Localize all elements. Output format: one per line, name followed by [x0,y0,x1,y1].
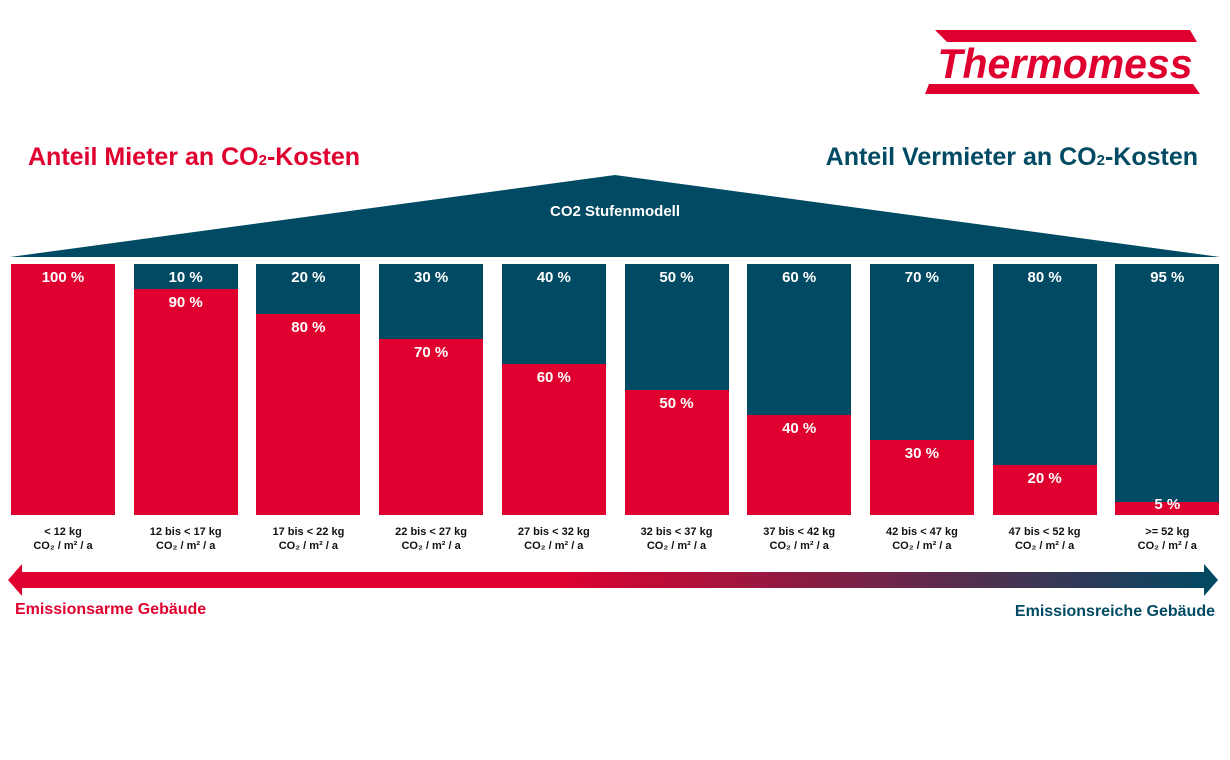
category-range: 22 bis < 27 kg [395,526,468,538]
category-label: 37 bis < 42 kg CO₂ / m² / a [734,525,864,553]
tenant-value-label: 90 % [168,294,203,312]
tenant-value-label: 30 % [904,444,939,462]
tenant-value-label: 100 % [41,269,85,286]
landlord-value-label: 20 % [291,269,326,286]
category-range: 17 bis < 22 kg [272,526,345,538]
tenant-value-label: 50 % [659,394,694,412]
tenant-share-heading: Anteil Mieter an CO2-Kosten [28,143,360,171]
category-label: 17 bis < 22 kg CO₂ / m² / a [243,525,373,553]
landlord-value-label: 80 % [1027,269,1062,286]
tenant-value-label: 5 % [1154,496,1181,514]
category-unit: CO₂ / m² / a [646,540,707,552]
category-unit: CO₂ / m² / a [892,540,952,552]
bar-1: 10 % 90 % [133,264,238,515]
bar-8: 80 % 20 % [992,264,1097,515]
category-range: 37 bis < 42 kg [763,526,836,538]
bar-3: 30 % 70 % [379,264,484,515]
landlord-value-label: 30 % [413,269,449,286]
tenant-segment [256,314,361,515]
landlord-value-label: 95 % [1150,269,1185,286]
thermomess-logo: Thermomess [925,30,1200,94]
landlord-share-heading: Anteil Vermieter an CO2-Kosten [825,143,1198,171]
category-label: 42 bis < 47 kg CO₂ / m² / a [857,525,987,553]
category-unit: CO₂ / m² / a [278,540,339,552]
tenant-value-label: 60 % [536,369,571,387]
category-range: 12 bis < 17 kg [149,526,222,538]
category-unit: CO₂ / m² / a [1014,540,1075,552]
category-unit: CO₂ / m² / a [401,540,461,552]
landlord-value-label: 70 % [904,269,939,286]
bar-0: 100 % [11,264,115,515]
category-label: 22 bis < 27 kg CO₂ / m² / a [366,525,496,553]
bar-6: 60 % 40 % [747,264,852,515]
tenant-segment [379,339,484,515]
category-range: 47 bis < 52 kg [1008,526,1081,538]
category-unit: CO₂ / m² / a [524,540,584,552]
category-unit: CO₂ / m² / a [1137,540,1197,552]
svg-text:Thermomess: Thermomess [938,40,1193,87]
tenant-segment [501,364,606,515]
bar-2: 20 % 80 % [256,264,361,515]
category-unit: CO₂ / m² / a [769,540,829,552]
bar-7: 70 % 30 % [869,264,974,515]
tenant-segment [1115,502,1220,515]
tenant-segment [133,289,238,515]
high-emission-label: Emissionsreiche Gebäude [1014,603,1215,620]
tenant-segment [992,464,1097,515]
category-label: < 12 kg CO₂ / m² / a [0,525,128,553]
category-range: < 12 kg [44,526,82,538]
landlord-value-label: 40 % [536,269,571,286]
tenant-segment [624,389,729,515]
low-emission-label: Emissionsarme Gebäude [15,601,207,618]
tenant-value-label: 40 % [782,419,817,437]
category-range: >= 52 kg [1145,526,1190,538]
category-range: 32 bis < 37 kg [640,526,713,538]
tenant-value-label: 20 % [1027,469,1062,487]
bar-4: 40 % 60 % [501,264,606,515]
landlord-value-label: 10 % [168,269,203,286]
tenant-segment [11,264,115,515]
category-label: 27 bis < 32 kg CO₂ / m² / a [489,525,619,553]
category-range: 27 bis < 32 kg [517,526,590,538]
category-range: 42 bis < 47 kg [885,526,958,538]
category-label: 47 bis < 52 kg CO₂ / m² / a [980,525,1110,553]
tenant-value-label: 80 % [291,319,326,337]
bar-9: 95 % 5 % [1115,264,1220,515]
bar-5: 50 % 50 % [624,264,729,515]
tenant-segment [869,439,974,515]
tenant-segment [747,414,852,515]
landlord-value-label: 50 % [659,269,694,286]
category-label: 12 bis < 17 kg CO₂ / m² / a [121,525,251,553]
category-unit: CO₂ / m² / a [156,540,216,552]
category-label: >= 52 kg CO₂ / m² / a [1102,525,1230,553]
chart-title: CO2 Stufenmodell [549,203,680,220]
category-label: 32 bis < 37 kg CO₂ / m² / a [612,525,742,553]
roof-shape [10,175,1220,257]
category-unit: CO₂ / m² / a [33,540,93,552]
tenant-value-label: 70 % [413,344,449,362]
emission-arrow [8,564,1218,596]
landlord-value-label: 60 % [782,269,817,286]
